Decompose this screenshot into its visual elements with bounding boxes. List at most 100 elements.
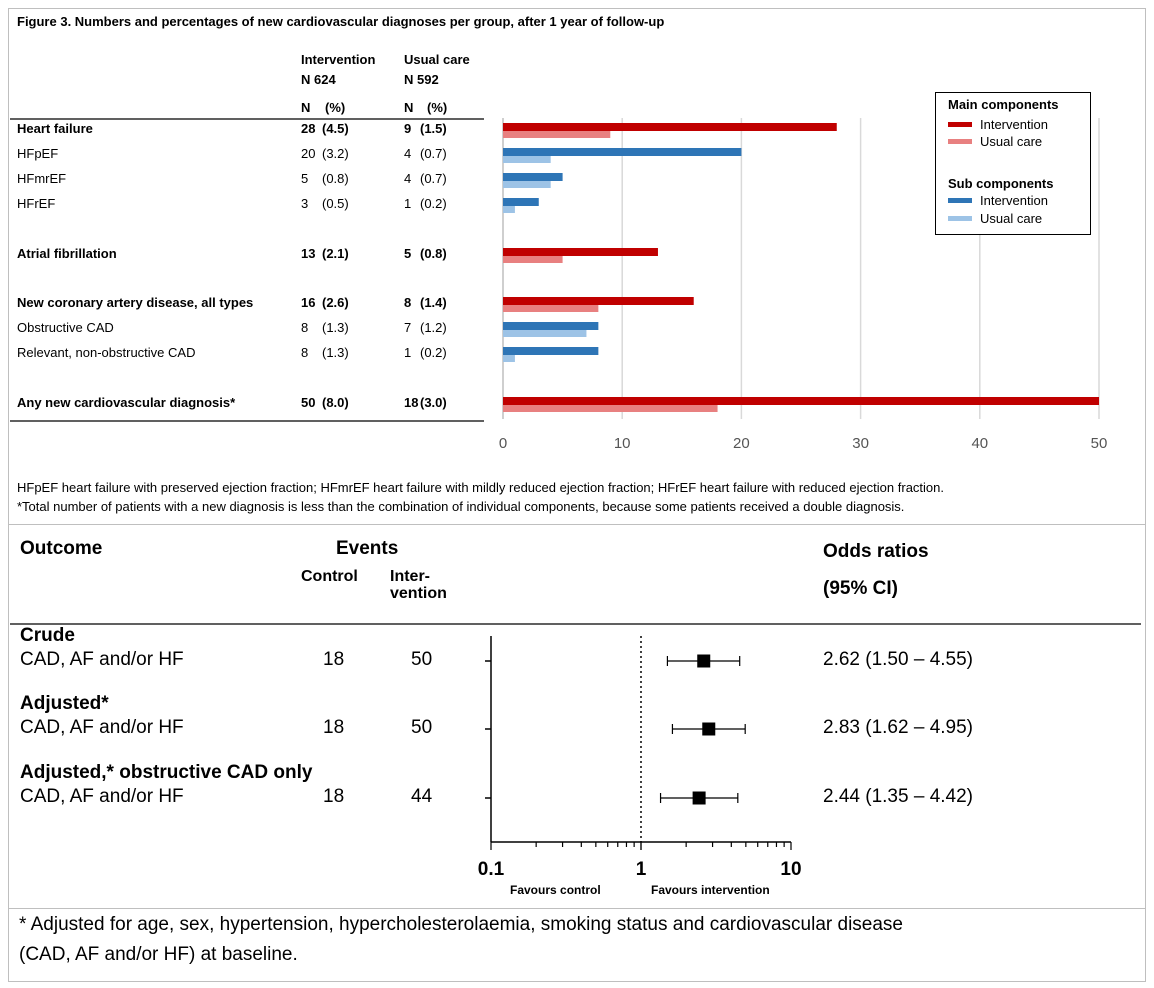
table-row-label: Obstructive CAD: [17, 320, 114, 335]
table-row-label: New coronary artery disease, all types: [17, 295, 254, 310]
legend-main-title: Main components: [948, 97, 1059, 112]
forest-outcome-label: CAD, AF and/or HF: [20, 717, 184, 738]
forest-intervention-events: 44: [411, 786, 433, 807]
table-row-label: Heart failure: [17, 121, 93, 136]
forest-control-events: 18: [323, 649, 345, 670]
intervention-pct-cell: (0.8): [322, 171, 349, 186]
intervention-n-cell: 50: [301, 395, 316, 410]
intervention-n-cell: 3: [301, 196, 309, 211]
bar-intervention: [503, 297, 694, 305]
pct-subheader: (%): [325, 100, 346, 115]
bar-intervention: [503, 322, 599, 330]
bar-usual-care: [503, 355, 515, 362]
usual-care-pct-cell: (3.0): [420, 395, 447, 410]
intervention-n-cell: 5: [301, 171, 309, 186]
legend-swatch-sub-intervention: [948, 198, 972, 203]
odds-ratio-header: Odds ratios: [823, 541, 929, 562]
forest-intervention-events: 50: [411, 717, 433, 738]
usual-care-pct-cell: (0.8): [420, 246, 447, 261]
n-subheader: N: [301, 100, 311, 115]
abbreviation-footnote: HFpEF heart failure with preserved eject…: [17, 480, 944, 495]
usual-care-n-cell: 18: [404, 395, 419, 410]
legend-label: Intervention: [980, 117, 1048, 132]
legend-sub-title: Sub components: [948, 176, 1054, 191]
intervention-n-cell: 8: [301, 345, 309, 360]
intervention-pct-cell: (8.0): [322, 395, 349, 410]
forest-group-label: Adjusted,* obstructive CAD only: [20, 762, 313, 783]
intervention-pct-cell: (1.3): [322, 320, 349, 335]
x-tick-label: 10: [614, 435, 631, 452]
odds-ratio-point: [697, 654, 711, 668]
forest-x-tick-label: 1: [636, 859, 647, 880]
intervention-header-line1: Inter-: [390, 568, 430, 585]
figure-title: Figure 3. Numbers and percentages of new…: [17, 14, 665, 29]
events-header: Events: [336, 538, 399, 559]
table-row-label: Relevant, non-obstructive CAD: [17, 345, 196, 360]
usual-care-pct-cell: (1.4): [420, 295, 447, 310]
usual-care-n-cell: 8: [404, 295, 412, 310]
pct-subheader: (%): [427, 100, 448, 115]
adjustment-footnote-line1: * Adjusted for age, sex, hypertension, h…: [19, 914, 903, 935]
usual-care-pct-cell: (0.2): [420, 345, 447, 360]
usual-care-n-cell: 4: [404, 171, 412, 186]
intervention-pct-cell: (1.3): [322, 345, 349, 360]
intervention-header: Inter- vention: [390, 568, 447, 602]
favours-intervention-label: Favours intervention: [651, 883, 770, 897]
forest-or-text: 2.83 (1.62 – 4.95): [823, 717, 973, 738]
usual-care-n-cell: 5: [404, 246, 412, 261]
table-row-label: Atrial fibrillation: [17, 246, 117, 261]
table-row-label: Any new cardiovascular diagnosis*: [17, 395, 236, 410]
figure-frame: [8, 8, 1146, 982]
bar-intervention: [503, 347, 599, 355]
legend-label: Intervention: [980, 193, 1048, 208]
legend-label: Usual care: [980, 134, 1043, 149]
n-subheader: N: [404, 100, 414, 115]
bar-chart-legend: [935, 92, 1091, 235]
forest-or-text: 2.44 (1.35 – 4.42): [823, 786, 973, 807]
x-tick-label: 40: [971, 435, 988, 452]
odds-ratio-point: [692, 791, 706, 805]
usual-care-pct-cell: (1.5): [420, 121, 447, 136]
bar-usual-care: [503, 206, 515, 213]
forest-outcome-label: CAD, AF and/or HF: [20, 786, 184, 807]
x-tick-label: 50: [1091, 435, 1108, 452]
forest-x-tick-label: 10: [780, 859, 801, 880]
odds-ratio-ci-header: (95% CI): [823, 578, 898, 599]
bar-intervention: [503, 397, 1099, 405]
table-row-label: HFpEF: [17, 146, 59, 161]
table-row-label: HFmrEF: [17, 171, 67, 186]
intervention-n-cell: 20: [301, 146, 316, 161]
usual-care-pct-cell: (0.7): [420, 146, 447, 161]
legend-swatch-main-intervention: [948, 122, 972, 127]
intervention-n-cell: 13: [301, 246, 316, 261]
section-divider: [8, 524, 1145, 525]
bar-intervention: [503, 248, 658, 256]
legend-label: Usual care: [980, 211, 1043, 226]
intervention-n-cell: 16: [301, 295, 316, 310]
intervention-pct-cell: (2.6): [322, 295, 349, 310]
bar-intervention: [503, 123, 837, 131]
section-divider: [8, 908, 1145, 909]
usual-care-n-header: N 592: [404, 72, 439, 87]
forest-x-tick-label: 0.1: [478, 859, 505, 880]
forest-or-text: 2.62 (1.50 – 4.55): [823, 649, 973, 670]
intervention-pct-cell: (4.5): [322, 121, 349, 136]
outcome-header: Outcome: [20, 538, 103, 559]
forest-outcome-label: CAD, AF and/or HF: [20, 649, 184, 670]
usual-care-column-header: Usual care: [404, 52, 470, 67]
double-diagnosis-footnote: *Total number of patients with a new dia…: [17, 499, 905, 514]
bar-usual-care: [503, 305, 599, 312]
intervention-pct-cell: (3.2): [322, 146, 349, 161]
bar-usual-care: [503, 256, 563, 263]
usual-care-pct-cell: (1.2): [420, 320, 447, 335]
bar-intervention: [503, 148, 742, 156]
x-tick-label: 30: [852, 435, 869, 452]
adjustment-footnote-line2: (CAD, AF and/or HF) at baseline.: [19, 944, 298, 965]
usual-care-pct-cell: (0.2): [420, 196, 447, 211]
forest-control-events: 18: [323, 786, 345, 807]
bar-intervention: [503, 198, 539, 206]
usual-care-n-cell: 1: [404, 196, 412, 211]
forest-intervention-events: 50: [411, 649, 433, 670]
bar-usual-care: [503, 156, 551, 163]
